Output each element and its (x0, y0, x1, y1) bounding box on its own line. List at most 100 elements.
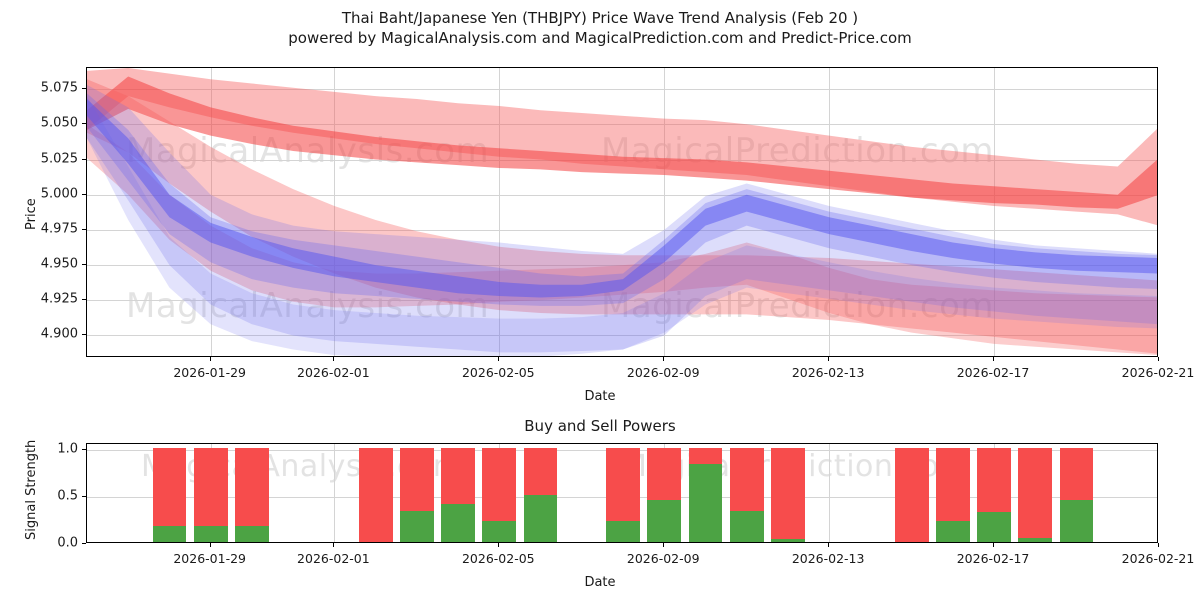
price-gridline-vertical (829, 68, 830, 356)
wave-band-bullish-band-lower-fan (87, 96, 1157, 356)
signal-bar (977, 447, 1011, 542)
sell-power-segment (977, 447, 1011, 512)
signal-xtick-label: 2026-02-13 (791, 551, 865, 566)
signal-xtick-label: 2026-02-21 (1121, 551, 1195, 566)
price-xtick-label: 2026-02-01 (297, 365, 370, 380)
price-ytick-mark (82, 194, 86, 195)
price-ytick-label: 5.025 (40, 151, 78, 166)
sell-power-segment (482, 447, 517, 522)
price-gridline-horizontal (87, 300, 1157, 301)
signal-xtick-mark (333, 543, 334, 547)
price-xtick-label: 2026-02-13 (791, 365, 865, 380)
signal-bar (523, 447, 558, 542)
price-xtick-label: 2026-02-09 (626, 365, 700, 380)
price-gridline-horizontal (87, 335, 1157, 336)
price-xtick-mark (498, 357, 499, 361)
buy-power-segment (1059, 499, 1094, 542)
price-ytick-label: 5.075 (40, 80, 78, 96)
wave-band-bearish-band-lower-wedge (87, 124, 1157, 356)
price-date-axis-label: Date (584, 389, 616, 404)
price-ytick-label: 4.900 (40, 326, 78, 342)
signal-bar (935, 447, 970, 542)
sell-power-segment (771, 447, 805, 540)
buy-power-segment (482, 521, 517, 542)
price-xtick-label: 2026-01-29 (173, 365, 247, 380)
signal-bar (606, 447, 640, 542)
sell-power-segment (358, 447, 393, 542)
signal-bar (729, 447, 764, 542)
buy-power-segment (441, 504, 475, 542)
price-wave-bands (87, 68, 1157, 356)
signal-bar (647, 447, 682, 542)
buy-power-segment (977, 511, 1011, 542)
buy-power-segment (647, 499, 682, 542)
price-ytick-mark (82, 229, 86, 230)
signal-ytick-mark (82, 543, 86, 544)
sell-power-segment (894, 447, 929, 542)
buy-power-segment (1018, 538, 1053, 542)
sell-power-segment (193, 447, 228, 526)
price-ytick-label: 5.050 (40, 115, 78, 131)
sell-power-segment (606, 447, 640, 522)
page-subtitle: powered by MagicalAnalysis.com and Magic… (288, 29, 912, 47)
price-ytick-label: 4.975 (40, 221, 78, 237)
signal-gridline-vertical (334, 444, 335, 542)
price-xtick-label: 2026-02-21 (1121, 365, 1195, 380)
price-gridline-vertical (499, 68, 500, 356)
wave-band-bullish-band-mid (87, 93, 1157, 306)
signal-xtick-mark (498, 543, 499, 547)
signal-date-axis-label: Date (584, 575, 616, 590)
signal-bar (1018, 447, 1053, 542)
price-xtick-label: 2026-02-05 (461, 365, 535, 380)
wave-band-bullish-band-outer (87, 84, 1157, 353)
signal-xtick-label: 2026-02-05 (461, 551, 535, 566)
price-ytick-mark (82, 334, 86, 335)
signal-bar (894, 447, 929, 542)
signal-bar (482, 447, 517, 542)
price-wave-plot: MagicalAnalysis.comMagicalPrediction.com… (86, 67, 1158, 357)
price-gridline-horizontal (87, 124, 1157, 125)
signal-bar (193, 447, 228, 542)
price-ytick-label: 4.925 (40, 291, 78, 307)
price-xtick-mark (993, 357, 994, 361)
buy-power-segment (606, 521, 640, 542)
price-ytick-mark (82, 159, 86, 160)
sell-power-segment (399, 447, 434, 511)
price-gridline-horizontal (87, 89, 1157, 90)
buy-power-segment (193, 525, 228, 542)
sell-power-segment (729, 447, 764, 511)
signal-gridline-vertical (829, 444, 830, 542)
buy-power-segment (523, 494, 558, 542)
signal-ytick-label: 0.0 (57, 535, 78, 551)
price-xtick-mark (210, 357, 211, 361)
signal-xtick-label: 2026-02-09 (626, 551, 700, 566)
price-xtick-mark (828, 357, 829, 361)
buy-power-segment (729, 510, 764, 542)
signal-xtick-mark (1158, 543, 1159, 547)
signal-xtick-label: 2026-02-17 (956, 551, 1030, 566)
signal-xtick-mark (663, 543, 664, 547)
price-xtick-mark (663, 357, 664, 361)
signal-bar (441, 447, 475, 542)
buy-power-segment (771, 539, 805, 542)
price-gridline-horizontal (87, 195, 1157, 196)
signal-bar (688, 447, 723, 542)
sell-power-segment (935, 447, 970, 522)
signal-xtick-label: 2026-02-01 (297, 551, 370, 566)
sell-power-segment (1059, 447, 1094, 500)
price-gridline-vertical (334, 68, 335, 356)
buy-power-segment (688, 463, 723, 542)
buy-power-segment (935, 521, 970, 542)
price-xtick-label: 2026-02-17 (956, 365, 1030, 380)
signal-xtick-label: 2026-01-29 (173, 551, 247, 566)
price-xtick-mark (333, 357, 334, 361)
signal-bar (399, 447, 434, 542)
price-gridline-vertical (211, 68, 212, 356)
price-gridline-vertical (994, 68, 995, 356)
price-ytick-mark (82, 123, 86, 124)
signal-xtick-mark (993, 543, 994, 547)
wave-band-bearish-band-core (87, 76, 1157, 209)
signal-xtick-mark (210, 543, 211, 547)
